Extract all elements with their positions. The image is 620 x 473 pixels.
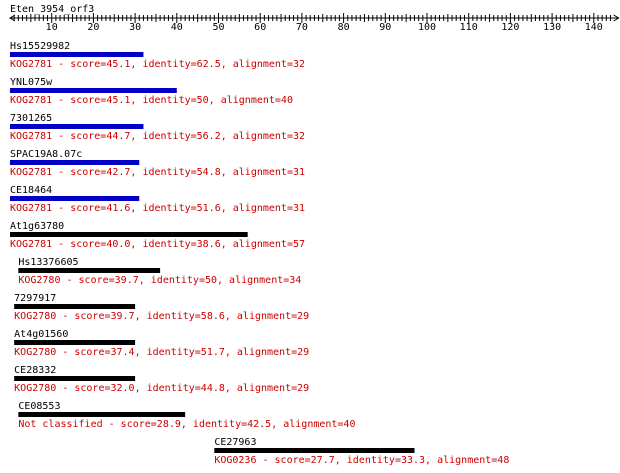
hit-name: CE28332 (14, 365, 56, 376)
hit-alignment-bar (14, 376, 136, 381)
hit-row: CE28332 KOG2780 - score=32.0, identity=44… (14, 365, 309, 394)
hit-description: KOG2780 - score=32.0, identity=44.8, ali… (14, 383, 309, 394)
hit-name: At1g63780 (10, 221, 64, 232)
hit-list: Hs15529982 KOG2781 - score=45.1, identity… (10, 41, 509, 466)
hit-description: KOG2781 - score=41.6, identity=51.6, ali… (10, 203, 305, 214)
ruler-tick-label: 140 (585, 22, 603, 33)
hit-alignment-bar (10, 160, 140, 165)
hit-row: 7301265 KOG2781 - score=44.7, identity=56… (10, 113, 305, 142)
hit-row: 7297917 KOG2780 - score=39.7, identity=58… (14, 293, 309, 322)
hit-name: CE18464 (10, 185, 52, 196)
hit-description: KOG2781 - score=45.1, identity=62.5, ali… (10, 59, 305, 70)
hit-alignment-bar (214, 448, 415, 453)
hit-name: CE27963 (214, 437, 256, 448)
hit-description: KOG2781 - score=44.7, identity=56.2, ali… (10, 131, 305, 142)
hit-name: 7301265 (10, 113, 52, 124)
ruler-arrow-right (613, 14, 620, 22)
hit-alignment-bar (18, 268, 161, 273)
hit-description: KOG0236 - score=27.7, identity=33.3, ali… (214, 455, 509, 466)
hit-alignment-bar (10, 124, 144, 129)
hit-name: YNL075w (10, 77, 53, 88)
hit-row: CE27963 KOG0236 - score=27.7, identity=33… (214, 437, 509, 466)
hit-name: CE08553 (18, 401, 60, 412)
query-label: Eten_3954_orf3 (10, 4, 94, 15)
hit-row: CE18464 KOG2781 - score=41.6, identity=51… (10, 185, 305, 214)
hit-row: YNL075w KOG2781 - score=45.1, identity=50… (10, 77, 293, 106)
hit-row: Hs13376605 KOG2780 - score=39.7, identity… (18, 257, 301, 286)
hit-description: KOG2780 - score=37.4, identity=51.7, ali… (14, 347, 309, 358)
ruler-tick-label: 20 (87, 22, 99, 33)
ruler-tick-label: 90 (379, 22, 391, 33)
hit-name: 7297917 (14, 293, 56, 304)
hit-row: CE08553 Not classified - score=28.9, iden… (18, 401, 355, 430)
ruler-tick-label: 110 (460, 22, 478, 33)
ruler-arrow-left (9, 14, 16, 22)
hit-row: Hs15529982 KOG2781 - score=45.1, identity… (10, 41, 305, 70)
hit-name: Hs13376605 (18, 257, 78, 268)
hit-description: KOG2781 - score=42.7, identity=54.8, ali… (10, 167, 305, 178)
position-ruler: 10 20 30 40 50 60 70 80 90 100 110 120 130 140 (9, 13, 620, 33)
ruler-tick-label: 60 (254, 22, 266, 33)
hit-description: KOG2780 - score=39.7, identity=50, align… (18, 275, 301, 286)
hit-alignment-bar (14, 340, 136, 345)
hit-description: Not classified - score=28.9, identity=42… (18, 419, 355, 430)
hit-description: KOG2780 - score=39.7, identity=58.6, ali… (14, 311, 309, 322)
ruler-tick-label: 130 (543, 22, 561, 33)
hit-name: At4g01560 (14, 329, 68, 340)
hit-description: KOG2781 - score=40.0, identity=38.6, ali… (10, 239, 305, 250)
ruler-tick-label: 80 (338, 22, 350, 33)
ruler-tick-label: 70 (296, 22, 308, 33)
ruler-tick-label: 30 (129, 22, 141, 33)
hit-alignment-bar (10, 196, 140, 201)
hit-row: SPAC19A8.07c KOG2781 - score=42.7, identi… (10, 149, 305, 178)
ruler-tick-label: 10 (46, 22, 58, 33)
hit-row: At4g01560 KOG2780 - score=37.4, identity=… (14, 329, 309, 358)
hit-description: KOG2781 - score=45.1, identity=50, align… (10, 95, 293, 106)
hit-alignment-bar (14, 304, 136, 309)
hit-alignment-bar (10, 232, 248, 237)
hit-alignment-bar (18, 412, 186, 417)
ruler-tick-label: 120 (501, 22, 519, 33)
hit-name: SPAC19A8.07c (10, 149, 82, 160)
ruler-tick-label: 100 (418, 22, 436, 33)
ruler-tick-label: 40 (171, 22, 183, 33)
hit-name: Hs15529982 (10, 41, 70, 52)
hit-row: At1g63780 KOG2781 - score=40.0, identity=… (10, 221, 305, 250)
ruler-tick-label: 50 (212, 22, 224, 33)
hit-alignment-bar (10, 52, 144, 57)
hit-alignment-bar (10, 88, 177, 93)
